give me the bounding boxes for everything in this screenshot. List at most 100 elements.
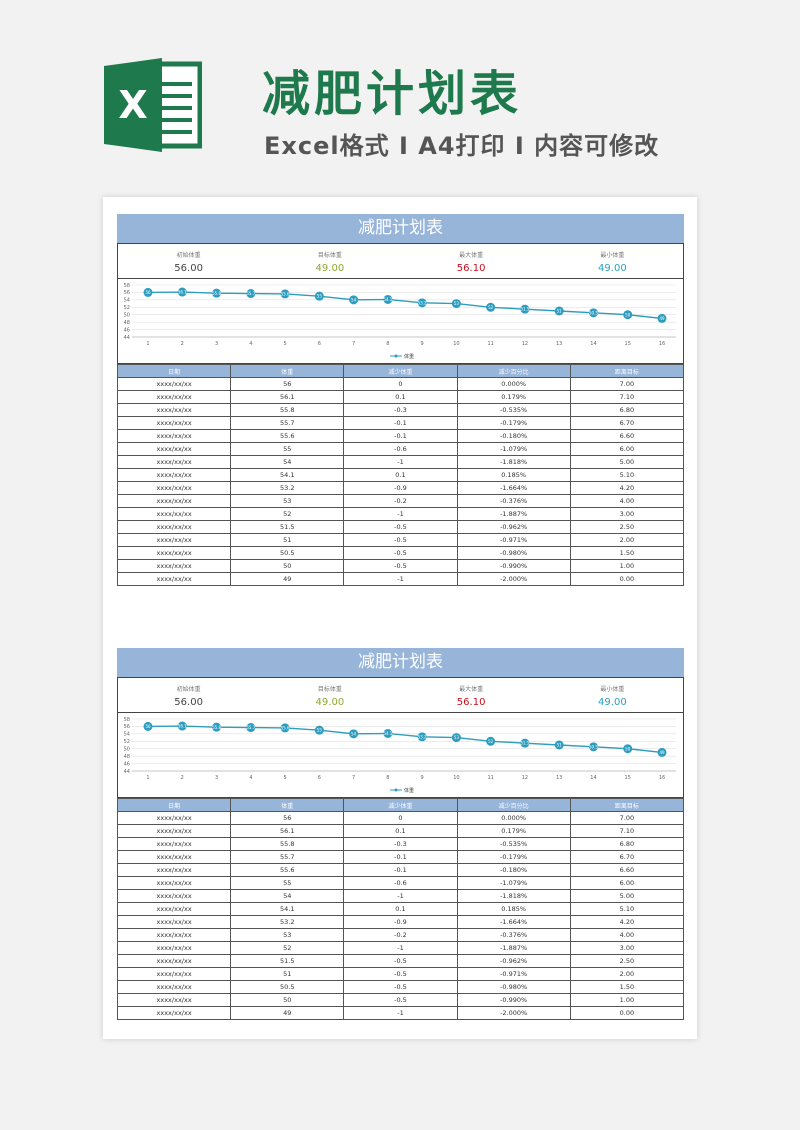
sheet-top: 减肥计划表 初始体重 56.00 目标体重 49.00 最大体重 56.10 最… bbox=[116, 214, 685, 586]
table-cell: 50.5 bbox=[230, 546, 345, 560]
table-row: xxxx/xx/xx 56.1 0.1 0.179% 7.10 bbox=[116, 390, 685, 404]
summary-panel: 初始体重 56.00 目标体重 49.00 最大体重 56.10 最小体重 49… bbox=[117, 243, 684, 279]
table-cell: -0.971% bbox=[456, 533, 571, 547]
data-label: 55 bbox=[317, 294, 323, 299]
table-cell: 54.1 bbox=[230, 468, 345, 482]
table-cell: 55.6 bbox=[230, 863, 345, 877]
data-point bbox=[554, 740, 564, 750]
table-cell: -0.5 bbox=[343, 954, 458, 968]
summary-target: 目标体重 49.00 bbox=[259, 244, 400, 278]
table-cell: -2.000% bbox=[456, 572, 571, 586]
data-point bbox=[314, 291, 324, 301]
column-header: 距离目标 bbox=[569, 798, 685, 812]
table-cell: 2.00 bbox=[569, 967, 685, 981]
table-cell: xxxx/xx/xx bbox=[116, 980, 232, 994]
table-cell: -0.2 bbox=[343, 928, 458, 942]
data-point bbox=[520, 304, 530, 314]
data-point bbox=[451, 299, 461, 309]
table-cell: 53 bbox=[230, 928, 345, 942]
y-tick-label: 56 bbox=[124, 290, 130, 296]
series-line bbox=[147, 291, 663, 320]
weight-chart: 58 56 54 52 50 48 46 44 1 2 3 4 5 6 7 8 9 10 11 12 13 14 15 16 5… bbox=[117, 713, 684, 798]
summary-label: 目标体重 bbox=[317, 686, 342, 693]
data-point bbox=[417, 732, 427, 742]
table-cell: 55 bbox=[230, 442, 345, 456]
table-cell: 56.1 bbox=[230, 390, 345, 404]
y-tick-label: 58 bbox=[124, 283, 130, 289]
x-tick-label: 9 bbox=[421, 775, 424, 781]
table-cell: -0.2 bbox=[343, 494, 458, 508]
data-label: 49 bbox=[659, 316, 665, 321]
legend-marker bbox=[394, 788, 398, 792]
data-point bbox=[451, 733, 461, 743]
summary-value: 56.00 bbox=[174, 697, 203, 708]
table-cell: xxxx/xx/xx bbox=[116, 481, 232, 495]
table-row: xxxx/xx/xx 50 -0.5 -0.990% 1.00 bbox=[116, 559, 685, 573]
summary-target: 目标体重 49.00 bbox=[259, 678, 400, 712]
data-point bbox=[623, 310, 633, 320]
y-tick-label: 48 bbox=[124, 754, 130, 760]
table-cell: 0.00 bbox=[569, 572, 685, 586]
table-row: xxxx/xx/xx 55.6 -0.1 -0.180% 6.60 bbox=[116, 429, 685, 443]
table-cell: -0.5 bbox=[343, 559, 458, 573]
table-cell: 54.1 bbox=[230, 902, 345, 916]
table-row: xxxx/xx/xx 54 -1 -1.818% 5.00 bbox=[116, 455, 685, 469]
table-row: xxxx/xx/xx 55.8 -0.3 -0.535% 6.80 bbox=[116, 403, 685, 417]
table-cell: xxxx/xx/xx bbox=[116, 455, 232, 469]
table-cell: -1.818% bbox=[456, 889, 571, 903]
data-label: 56.1 bbox=[178, 724, 187, 729]
data-label: 51.5 bbox=[520, 307, 529, 312]
table-cell: xxxx/xx/xx bbox=[116, 915, 232, 929]
table-cell: 53.2 bbox=[230, 915, 345, 929]
table-cell: 0 bbox=[343, 377, 458, 391]
table-cell: -1.887% bbox=[456, 507, 571, 521]
table-cell: xxxx/xx/xx bbox=[116, 863, 232, 877]
table-cell: xxxx/xx/xx bbox=[116, 572, 232, 586]
table-cell: 7.10 bbox=[569, 824, 685, 838]
table-cell: 7.00 bbox=[569, 377, 685, 391]
table-cell: 55 bbox=[230, 876, 345, 890]
table-row: xxxx/xx/xx 51 -0.5 -0.971% 2.00 bbox=[116, 967, 685, 981]
table-row: xxxx/xx/xx 52 -1 -1.887% 3.00 bbox=[116, 941, 685, 955]
table-row: xxxx/xx/xx 51 -0.5 -0.971% 2.00 bbox=[116, 533, 685, 547]
x-tick-label: 10 bbox=[453, 775, 459, 781]
data-point bbox=[588, 308, 598, 318]
data-label: 56.1 bbox=[178, 290, 187, 295]
data-label: 54 bbox=[351, 297, 357, 302]
summary-label: 初始体重 bbox=[176, 252, 201, 259]
column-header: 减少百分比 bbox=[456, 798, 571, 812]
table-cell: 49 bbox=[230, 572, 345, 586]
table-row: xxxx/xx/xx 52 -1 -1.887% 3.00 bbox=[116, 507, 685, 521]
table-cell: 55.8 bbox=[230, 837, 345, 851]
table-cell: -0.3 bbox=[343, 403, 458, 417]
table-cell: 55.7 bbox=[230, 416, 345, 430]
table-cell: -0.1 bbox=[343, 863, 458, 877]
table-row: xxxx/xx/xx 53.2 -0.9 -1.664% 4.20 bbox=[116, 915, 685, 929]
table-cell: -0.962% bbox=[456, 520, 571, 534]
table-cell: 0.1 bbox=[343, 824, 458, 838]
data-point bbox=[520, 738, 530, 748]
table-cell: -1.664% bbox=[456, 915, 571, 929]
table-row: xxxx/xx/xx 50.5 -0.5 -0.980% 1.50 bbox=[116, 980, 685, 994]
y-tick-label: 58 bbox=[124, 717, 130, 723]
x-tick-label: 16 bbox=[659, 341, 665, 347]
summary-label: 最小体重 bbox=[600, 686, 625, 693]
x-tick-label: 12 bbox=[522, 775, 528, 781]
y-tick-label: 52 bbox=[124, 305, 130, 311]
x-tick-label: 1 bbox=[146, 341, 149, 347]
table-cell: -0.179% bbox=[456, 850, 571, 864]
x-tick-label: 15 bbox=[625, 341, 631, 347]
table-cell: xxxx/xx/xx bbox=[116, 967, 232, 981]
y-tick-label: 44 bbox=[124, 769, 130, 775]
y-tick-label: 54 bbox=[124, 298, 130, 304]
table-cell: 0.000% bbox=[456, 811, 571, 825]
summary-min: 最小体重 49.00 bbox=[542, 678, 683, 712]
table-cell: 4.00 bbox=[569, 494, 685, 508]
data-label: 55.8 bbox=[212, 725, 221, 730]
table-cell: 0.1 bbox=[343, 390, 458, 404]
table-row: xxxx/xx/xx 55.7 -0.1 -0.179% 6.70 bbox=[116, 850, 685, 864]
x-tick-label: 5 bbox=[283, 341, 286, 347]
data-label: 54.1 bbox=[383, 297, 392, 302]
data-label: 53 bbox=[454, 735, 460, 740]
